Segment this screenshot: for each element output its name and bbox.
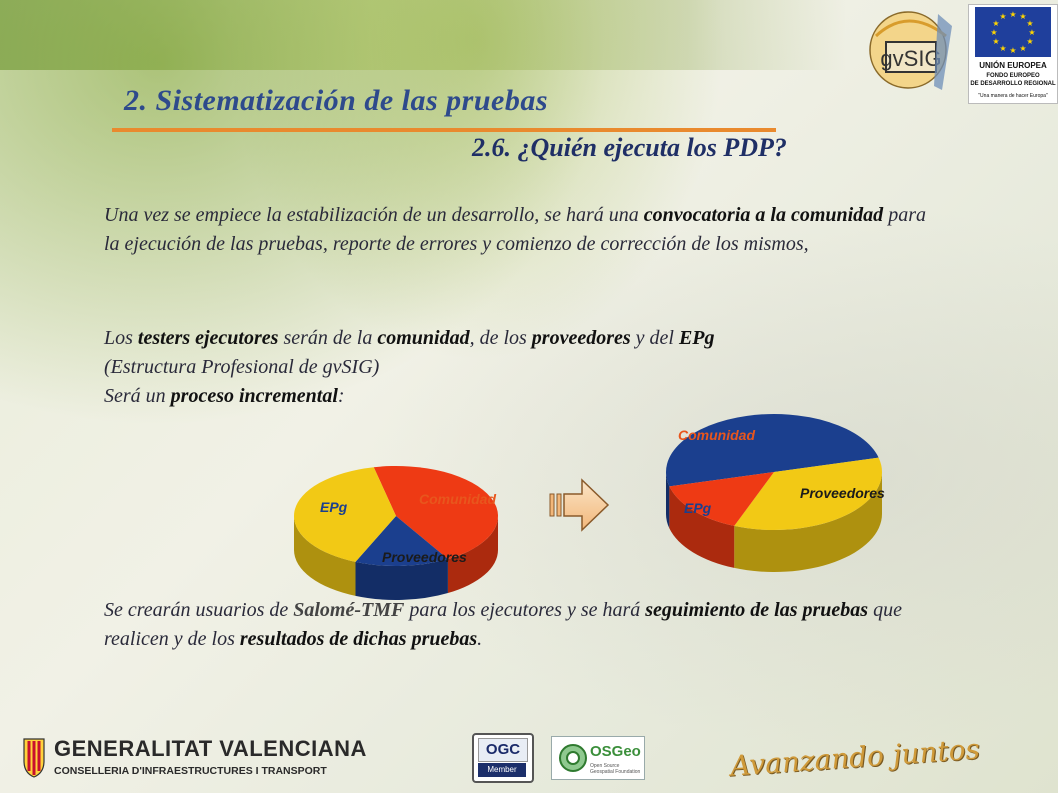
pie-slice-epg (373, 466, 498, 560)
pie1-label-proveedores: Proveedores (382, 549, 467, 565)
paragraph-testers: Los testers ejecutores serán de la comun… (104, 324, 944, 411)
text-run: . (477, 628, 483, 650)
bold-run: testers ejecutores (137, 327, 279, 349)
text-run: Una vez se empiece la estabilización de … (104, 204, 644, 226)
svg-text:★: ★ (1009, 46, 1016, 55)
text-run: serán de la (278, 327, 378, 349)
osgeo-globe-icon (559, 744, 587, 772)
svg-text:★: ★ (990, 28, 997, 37)
bold-run: seguimiento de las pruebas (645, 599, 869, 621)
paragraph-usuarios: Se crearán usuarios de Salomé-TMF para l… (104, 596, 944, 654)
text-run: y del (630, 327, 679, 349)
bold-run: EPg (678, 327, 715, 349)
bold-run: convocatoria a la comunidad (643, 204, 884, 226)
bold-run: Salomé-TMF (293, 599, 405, 621)
pie1-label-epg: EPg (320, 499, 348, 515)
right-arrow-icon (549, 478, 610, 532)
pie-side-epg (447, 516, 498, 594)
osgeo-logo: OSGeo Open Source Geospatial Foundation (551, 736, 645, 780)
generalitat-logo: GENERALITAT VALENCIANA CONSELLERIA D'INF… (20, 733, 366, 781)
osgeo-text: OSGeo (590, 743, 641, 760)
svg-text:★: ★ (1026, 19, 1033, 28)
ogc-member-text: Member (478, 763, 526, 777)
pie2-label-proveedores: Proveedores (800, 485, 885, 501)
generalitat-name: GENERALITAT VALENCIANA (54, 736, 367, 761)
pie1-label-comunidad: Comunidad (419, 491, 496, 507)
bold-run: resultados de dichas pruebas (239, 628, 478, 650)
osgeo-subtext: Open Source Geospatial Foundation (590, 763, 641, 775)
svg-text:★: ★ (1019, 44, 1026, 53)
eu-fund-line2: DE DESARROLLO REGIONAL (970, 81, 1056, 87)
bold-run: proceso incremental (170, 385, 338, 407)
pie2-label-epg: EPg (684, 500, 712, 516)
bold-run: proveedores (531, 327, 631, 349)
slide-title: 2. Sistematización de las pruebas (124, 84, 549, 117)
pie-chart-incremental (666, 414, 882, 572)
pie-side-proveedores (734, 472, 882, 572)
svg-text:★: ★ (992, 37, 999, 46)
svg-text:★: ★ (1009, 10, 1016, 19)
bold-run: comunidad (377, 327, 470, 349)
text-run: , de los (469, 327, 532, 349)
eu-motto: "Una manera de hacer Europa" (978, 93, 1048, 99)
pie-slice-comunidad (355, 516, 448, 566)
slide-subtitle: 2.6. ¿Quién ejecuta los PDP? (472, 133, 787, 162)
ogc-member-logo: OGC Member (472, 733, 534, 783)
svg-text:★: ★ (1028, 28, 1035, 37)
text-run: que realicen y de los (104, 599, 902, 650)
pie-chart-initial (293, 466, 498, 600)
text-run: Será un (104, 385, 171, 407)
pie-slice-proveedores (734, 457, 882, 530)
paragraph-convocatoria: Una vez se empiece la estabilización de … (104, 201, 934, 259)
pie-side-comunidad (355, 559, 448, 600)
text-run: para la ejecución de las pruebas, report… (104, 204, 926, 255)
pie-side-proveedores (294, 516, 356, 596)
svg-text:★: ★ (999, 12, 1006, 21)
generalitat-department: CONSELLERIA D'INFRAESTRUCTURES I TRANSPO… (54, 765, 327, 777)
svg-text:★: ★ (999, 44, 1006, 53)
text-run: Se crearán usuarios de (104, 599, 294, 621)
ogc-text: OGC (478, 738, 528, 762)
gvsig-logo: gvSIG (866, 6, 956, 94)
title-underline (112, 128, 776, 132)
text-run: para los ejecutores y se hará (404, 599, 646, 621)
eu-logo: ★ ★ ★ ★ ★ ★ ★ ★ ★ ★ ★ ★ UNIÓN EUROPEA FONDO EURO… (968, 4, 1058, 104)
pie-side-comunidad (666, 472, 670, 529)
text-run: (Estructura Profesional de gvSIG) (104, 356, 380, 378)
eu-flag-icon: ★ ★ ★ ★ ★ ★ ★ ★ ★ ★ ★ ★ (975, 7, 1051, 57)
eu-title: UNIÓN EUROPEA (979, 61, 1047, 70)
svg-text:gvSIG: gvSIG (880, 46, 941, 71)
pie-slice-comunidad (666, 414, 879, 487)
eu-fund-line1: FONDO EUROPEO (986, 73, 1040, 79)
svg-text:★: ★ (1026, 37, 1033, 46)
pie-slice-epg (669, 472, 774, 526)
pie-side-epg (669, 486, 735, 568)
svg-text:★: ★ (1019, 12, 1026, 21)
text-run: : (337, 385, 345, 407)
pie2-label-comunidad: Comunidad (678, 427, 755, 443)
generalitat-shield-icon (23, 738, 45, 778)
pie-slice-proveedores (293, 467, 396, 562)
svg-text:★: ★ (992, 19, 999, 28)
text-run: Los (104, 327, 138, 349)
